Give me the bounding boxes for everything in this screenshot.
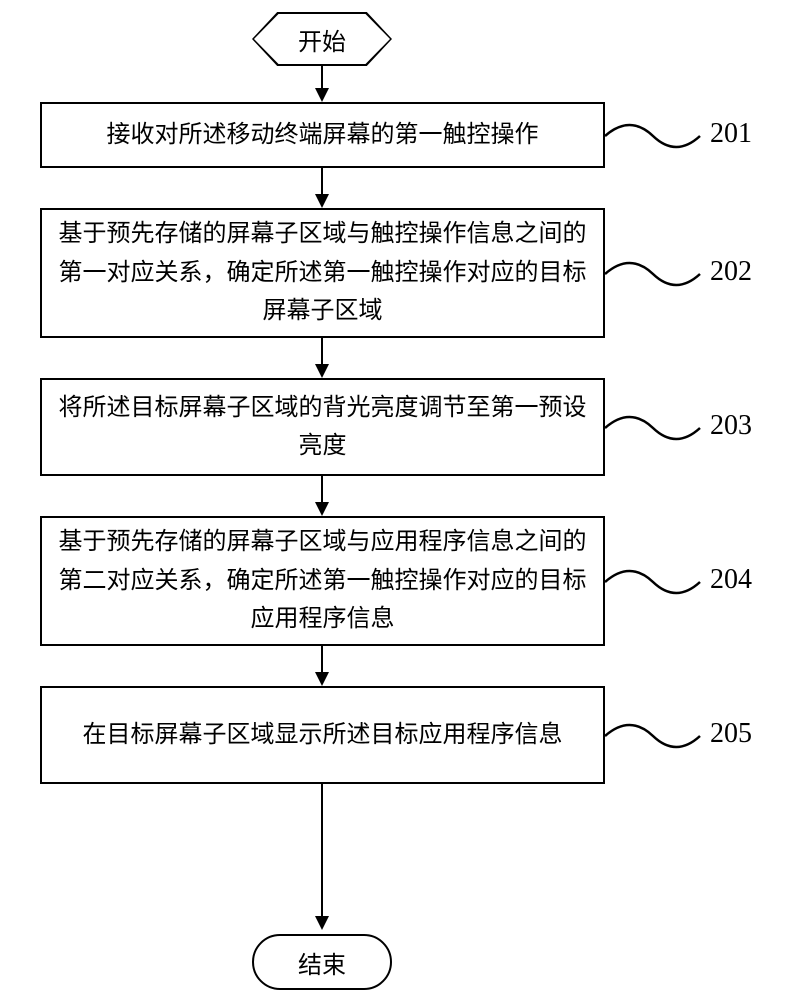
step-number-201: 201 bbox=[710, 118, 752, 150]
arrow-head bbox=[315, 364, 329, 378]
step-number-203: 203 bbox=[710, 410, 752, 442]
process-step-202: 基于预先存储的屏幕子区域与触控操作信息之间的第一对应关系，确定所述第一触控操作对… bbox=[40, 208, 605, 338]
step-number-204: 204 bbox=[710, 564, 752, 596]
step-text: 基于预先存储的屏幕子区域与应用程序信息之间的第二对应关系，确定所述第一触控操作对… bbox=[58, 523, 587, 638]
arrow-head bbox=[315, 502, 329, 516]
arrow-line bbox=[321, 646, 323, 674]
process-step-201: 接收对所述移动终端屏幕的第一触控操作 bbox=[40, 102, 605, 168]
connector-squiggle bbox=[605, 410, 710, 450]
connector-squiggle bbox=[605, 564, 710, 604]
process-step-204: 基于预先存储的屏幕子区域与应用程序信息之间的第二对应关系，确定所述第一触控操作对… bbox=[40, 516, 605, 646]
end-terminator: 结束 bbox=[252, 934, 392, 990]
process-step-205: 在目标屏幕子区域显示所述目标应用程序信息 bbox=[40, 686, 605, 784]
arrow-line bbox=[321, 784, 323, 918]
arrow-line bbox=[321, 476, 323, 504]
arrow-line bbox=[321, 338, 323, 366]
connector-squiggle bbox=[605, 256, 710, 296]
connector-squiggle bbox=[605, 118, 710, 158]
end-label: 结束 bbox=[298, 945, 346, 980]
step-text: 将所述目标屏幕子区域的背光亮度调节至第一预设亮度 bbox=[58, 389, 587, 466]
step-number-202: 202 bbox=[710, 256, 752, 288]
arrow-line bbox=[321, 168, 323, 196]
arrow-head bbox=[315, 194, 329, 208]
arrow-head bbox=[315, 88, 329, 102]
connector-squiggle bbox=[605, 718, 710, 758]
process-step-203: 将所述目标屏幕子区域的背光亮度调节至第一预设亮度 bbox=[40, 378, 605, 476]
step-text: 基于预先存储的屏幕子区域与触控操作信息之间的第一对应关系，确定所述第一触控操作对… bbox=[58, 215, 587, 330]
arrow-line bbox=[321, 66, 323, 90]
step-text: 在目标屏幕子区域显示所述目标应用程序信息 bbox=[83, 716, 563, 754]
flowchart-container: 开始 接收对所述移动终端屏幕的第一触控操作 201 基于预先存储的屏幕子区域与触… bbox=[0, 0, 796, 1000]
step-text: 接收对所述移动终端屏幕的第一触控操作 bbox=[107, 116, 539, 154]
start-terminator: 开始 bbox=[252, 12, 392, 66]
arrow-head bbox=[315, 672, 329, 686]
arrow-head bbox=[315, 916, 329, 930]
start-label: 开始 bbox=[298, 22, 346, 57]
step-number-205: 205 bbox=[710, 718, 752, 750]
